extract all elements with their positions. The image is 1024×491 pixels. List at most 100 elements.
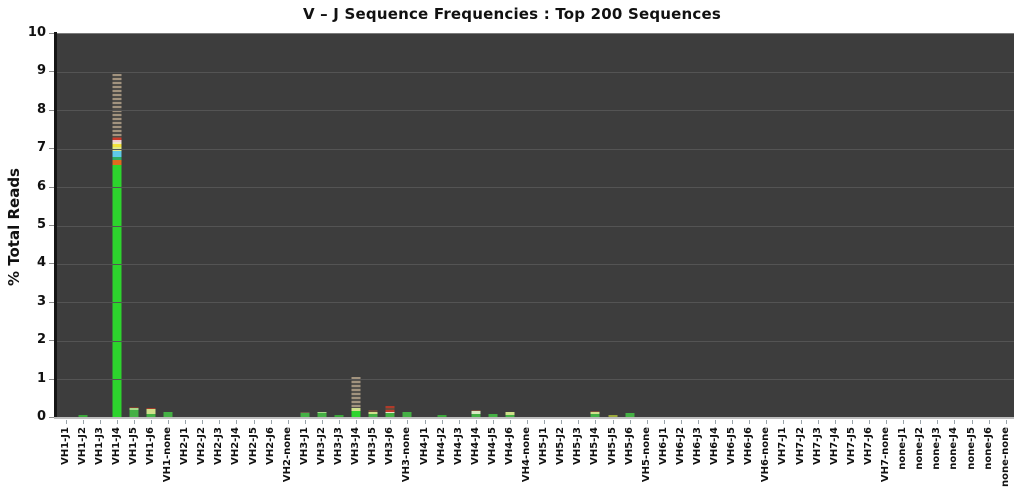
y-tick-label: 2 bbox=[36, 332, 46, 348]
x-tick-label: VH7-J4 bbox=[828, 427, 840, 465]
bar-slot bbox=[331, 34, 348, 417]
x-tick-label: VH6-none bbox=[760, 427, 772, 483]
bar-VH1-J2 bbox=[78, 415, 88, 417]
x-tick-mark bbox=[732, 420, 734, 424]
y-tick-label: 3 bbox=[36, 293, 46, 309]
x-slot: VH1-none bbox=[160, 417, 177, 491]
x-slot: VH5-J2 bbox=[553, 417, 570, 491]
gridline bbox=[57, 148, 1014, 150]
bar-slot bbox=[501, 34, 518, 417]
x-tick-label: VH3-J6 bbox=[384, 427, 396, 465]
x-tick-label: VH3-J1 bbox=[298, 427, 310, 465]
y-tick-label: 8 bbox=[36, 101, 46, 117]
bar-slot bbox=[604, 34, 621, 417]
x-tick-label: VH2-J6 bbox=[264, 427, 276, 465]
bar-VH1-J5 bbox=[129, 406, 139, 417]
x-tick-label: VH6-J4 bbox=[709, 427, 721, 465]
x-slot: VH3-J6 bbox=[382, 417, 399, 491]
x-tick-mark bbox=[133, 420, 135, 424]
x-tick-mark bbox=[339, 420, 341, 424]
x-tick-label: VH5-J6 bbox=[623, 427, 635, 465]
x-slot: VH2-J4 bbox=[228, 417, 245, 491]
x-tick-mark bbox=[629, 420, 631, 424]
bar-slot bbox=[433, 34, 450, 417]
x-tick-label: VH1-J6 bbox=[145, 427, 157, 465]
x-tick-mark bbox=[612, 420, 614, 424]
x-tick-label: VH2-J3 bbox=[213, 427, 225, 465]
x-tick-mark bbox=[698, 420, 700, 424]
x-slot: VH2-J6 bbox=[262, 417, 279, 491]
bar-VH5-J6 bbox=[625, 412, 635, 417]
x-tick-label: VH5-J5 bbox=[606, 427, 618, 465]
x-slot: none-J2 bbox=[912, 417, 929, 491]
y-tick-mark bbox=[49, 301, 54, 303]
bar-segment bbox=[300, 411, 310, 413]
x-tick-mark bbox=[937, 420, 939, 424]
bar-segment bbox=[471, 413, 481, 417]
x-slot: VH2-J3 bbox=[211, 417, 228, 491]
x-slot: VH1-J1 bbox=[57, 417, 74, 491]
bar-segment bbox=[112, 164, 122, 417]
x-slot: VH5-J4 bbox=[587, 417, 604, 491]
x-slot: VH4-none bbox=[519, 417, 536, 491]
bar-VH3-J2 bbox=[317, 412, 327, 417]
bar-segment bbox=[385, 409, 395, 412]
x-tick-mark bbox=[1005, 420, 1007, 424]
x-tick-mark bbox=[527, 420, 529, 424]
bar-segment bbox=[471, 410, 481, 412]
x-tick-label: VH6-J2 bbox=[674, 427, 686, 465]
bar-segment bbox=[129, 408, 139, 411]
y-tick-mark bbox=[49, 417, 54, 418]
bar-segment bbox=[590, 412, 600, 414]
bar-segment bbox=[385, 408, 395, 410]
x-tick-mark bbox=[663, 420, 665, 424]
x-slot: VH4-J3 bbox=[450, 417, 467, 491]
x-tick-mark bbox=[851, 420, 853, 424]
bar-VH1-J6 bbox=[146, 407, 156, 417]
x-slot: VH7-J6 bbox=[860, 417, 877, 491]
x-tick-label: VH4-J2 bbox=[435, 427, 447, 465]
y-tick-mark bbox=[49, 148, 54, 150]
bar-segment bbox=[505, 414, 515, 417]
y-tick-mark bbox=[49, 263, 54, 265]
x-slot: VH7-J4 bbox=[826, 417, 843, 491]
bar-segment bbox=[351, 408, 361, 412]
x-tick-mark bbox=[561, 420, 563, 424]
bar-segment bbox=[488, 414, 498, 417]
y-tick-label: 7 bbox=[36, 140, 46, 156]
x-slot: none-none bbox=[997, 417, 1014, 491]
bar-segment bbox=[112, 144, 122, 148]
x-tick-mark bbox=[304, 420, 306, 424]
bar-segment bbox=[112, 138, 122, 141]
x-tick-label: none-J4 bbox=[948, 427, 960, 470]
x-tick-label: none-none bbox=[999, 427, 1011, 487]
x-slot: none-J4 bbox=[946, 417, 963, 491]
bar-segment bbox=[112, 136, 122, 139]
x-tick-label: VH2-none bbox=[281, 427, 293, 483]
gridline bbox=[57, 302, 1014, 304]
gridline bbox=[57, 340, 1014, 342]
x-tick-mark bbox=[99, 420, 101, 424]
bar-slot bbox=[125, 34, 142, 417]
x-slot: VH6-J2 bbox=[672, 417, 689, 491]
gridline bbox=[57, 263, 1014, 265]
bar-segment bbox=[385, 411, 395, 414]
x-slot: VH1-J6 bbox=[142, 417, 159, 491]
bar-segment bbox=[112, 142, 122, 145]
x-tick-label: VH7-none bbox=[880, 427, 892, 483]
gridline bbox=[57, 110, 1014, 112]
gridline bbox=[57, 71, 1014, 73]
x-slot: VH4-J2 bbox=[433, 417, 450, 491]
bar-segment bbox=[112, 140, 122, 143]
x-tick-label: VH6-J3 bbox=[692, 427, 704, 465]
y-tick-mark bbox=[49, 340, 54, 342]
bar-slot bbox=[348, 34, 365, 417]
bar-segment bbox=[368, 413, 378, 417]
gridline bbox=[57, 225, 1014, 227]
bar-VH5-J4 bbox=[590, 410, 600, 417]
x-tick-mark bbox=[509, 420, 511, 424]
x-tick-mark bbox=[441, 420, 443, 424]
bar-segment bbox=[112, 159, 122, 165]
bar-segment bbox=[146, 413, 156, 417]
y-tick-label: 1 bbox=[36, 370, 46, 386]
